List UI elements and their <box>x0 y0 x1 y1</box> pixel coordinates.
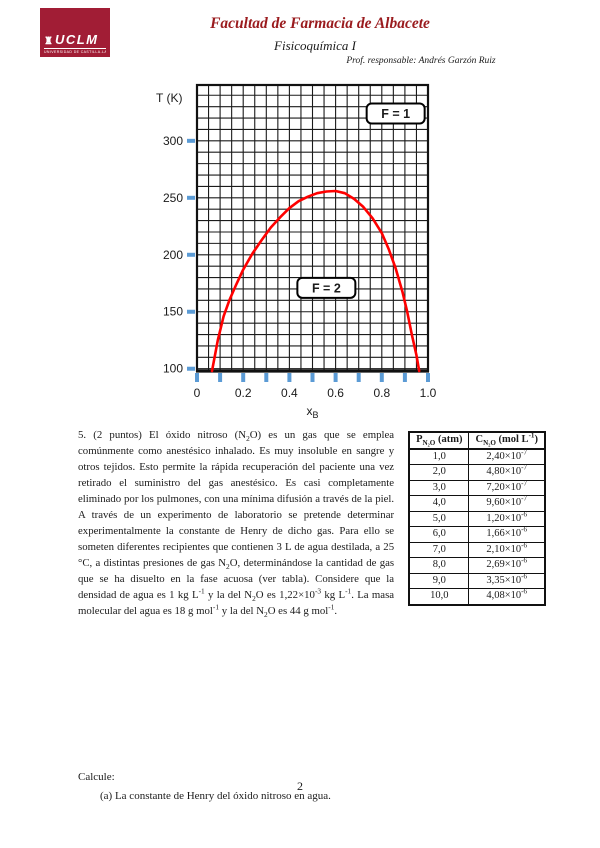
table-cell: 4,0 <box>408 495 470 512</box>
solubility-table-body: 1,0 2,40×10-7 2,0 4,80×10-7 3,0 7,20×10-7 4,0 9… <box>408 448 546 605</box>
x-tick-label: 0.6 <box>327 386 344 400</box>
table-row: 4,0 9,60×10-7 <box>408 495 546 512</box>
phase-diagram: 0 0.2 0.4 0.6 0.8 1.0 100 150 200 250 300 T (K) xB F … <box>156 83 437 420</box>
table-cell: 7,0 <box>408 541 470 558</box>
table-row: 8,0 2,69×10-6 <box>408 557 546 574</box>
table-cell: 2,10×10-6 <box>468 541 546 558</box>
table-cell: 2,0 <box>408 464 470 481</box>
table-header-concentration: CN₂O (mol L-1) <box>468 431 546 450</box>
table-row: 3,0 7,20×10-7 <box>408 479 546 496</box>
coexistence-curve <box>210 189 421 373</box>
page-number: 2 <box>297 779 303 793</box>
x-tick-label: 0.2 <box>235 386 252 400</box>
y-tick-label: 300 <box>163 134 183 148</box>
table-row: 1,0 2,40×10-7 <box>408 448 546 465</box>
table-header-row: PN₂O (atm) CN₂O (mol L-1) <box>408 431 546 450</box>
professor-line: Prof. responsable: Andrés Garzón Ruiz <box>346 56 496 66</box>
table-row: 6,0 1,66×10-6 <box>408 526 546 543</box>
solubility-table-head: PN₂O (atm) CN₂O (mol L-1) <box>408 431 546 450</box>
table-row: 7,0 2,10×10-6 <box>408 541 546 558</box>
calcule-item-a: (a) La constante de Henry del óxido nitr… <box>100 790 331 802</box>
x-tick-label: 0 <box>194 386 201 400</box>
table-cell: 8,0 <box>408 557 470 574</box>
annotation-box-f1: F = 1 <box>365 102 426 125</box>
table-cell: 3,0 <box>408 479 470 496</box>
content-column: PN₂O (atm) CN₂O (mol L-1) 1,0 2,40×10-7 2,… <box>78 427 546 804</box>
table-cell: 9,60×10-7 <box>468 495 546 512</box>
table-row: 10,0 4,08×10-6 <box>408 588 546 605</box>
table-row: 9,0 3,35×10-6 <box>408 572 546 589</box>
table-cell: 2,40×10-7 <box>468 448 546 465</box>
y-tick-label: 150 <box>163 305 183 319</box>
faculty-title: Facultad de Farmacia de Albacete <box>210 15 430 32</box>
table-cell: 7,20×10-7 <box>468 479 546 496</box>
table-cell: 4,08×10-6 <box>468 588 546 605</box>
svg-text:F = 1: F = 1 <box>381 107 410 121</box>
table-cell: 9,0 <box>408 572 470 589</box>
table-cell: 1,20×10-6 <box>468 510 546 527</box>
problem-statement: 5. (2 puntos) El óxido nitroso (N2O) es … <box>78 429 395 620</box>
table-header-pressure: PN₂O (atm) <box>408 431 470 450</box>
solubility-table: PN₂O (atm) CN₂O (mol L-1) 1,0 2,40×10-7 2,… <box>408 431 546 606</box>
table-cell: 4,80×10-7 <box>468 464 546 481</box>
castle-icon: ♜ <box>44 36 53 47</box>
table-cell: 2,69×10-6 <box>468 557 546 574</box>
table-row: 2,0 4,80×10-7 <box>408 464 546 481</box>
y-tick-label: 250 <box>163 191 183 205</box>
y-tick-label: 200 <box>163 248 183 262</box>
x-tick-label: 0.4 <box>281 386 298 400</box>
course-title: Fisicoquímica I <box>274 38 356 53</box>
table-cell: 1,0 <box>408 448 470 465</box>
svg-text:F = 2: F = 2 <box>312 281 341 295</box>
annotation-box-f2: F = 2 <box>296 276 357 299</box>
calcule-label: Calcule: <box>78 771 115 783</box>
table-cell: 10,0 <box>408 588 470 605</box>
axis-ticks <box>187 138 430 382</box>
uclm-logo-acronym: UCLM <box>54 32 99 47</box>
uclm-logo: ♜ UCLM UNIVERSIDAD DE CASTILLA-LA MANCHA <box>40 8 110 57</box>
grid <box>196 85 429 371</box>
uclm-logo-row: ♜ UCLM <box>44 33 106 48</box>
x-axis-label: xB <box>306 404 318 420</box>
table-cell: 5,0 <box>408 510 470 527</box>
uclm-logo-subtext: UNIVERSIDAD DE CASTILLA-LA MANCHA <box>44 48 106 54</box>
table-cell: 1,66×10-6 <box>468 526 546 543</box>
x-tick-label: 1.0 <box>420 386 437 400</box>
y-tick-label: 100 <box>163 362 183 376</box>
x-tick-label: 0.8 <box>373 386 390 400</box>
table-row: 5,0 1,20×10-6 <box>408 510 546 527</box>
table-cell: 6,0 <box>408 526 470 543</box>
table-cell: 3,35×10-6 <box>468 572 546 589</box>
y-axis-label: T (K) <box>156 91 182 105</box>
